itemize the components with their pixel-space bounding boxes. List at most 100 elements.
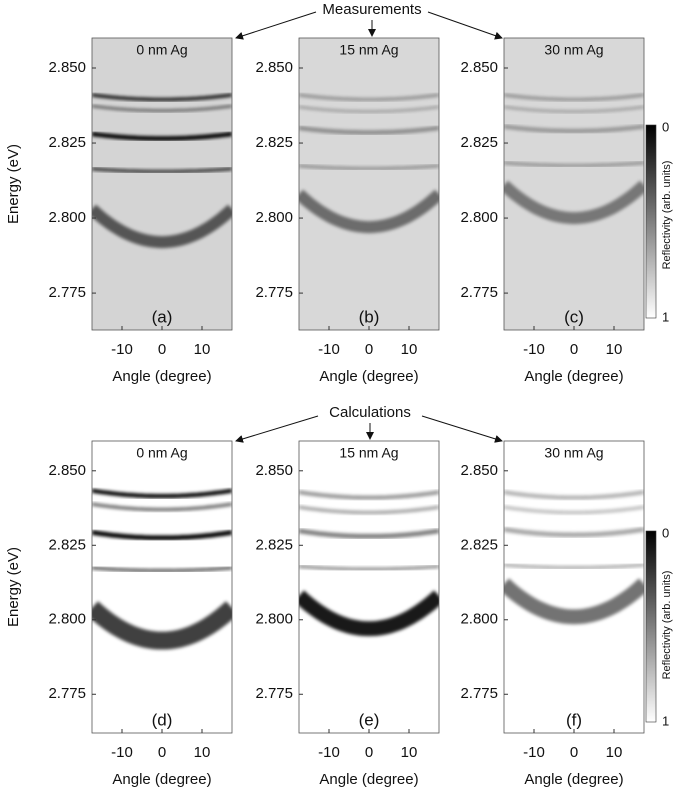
panel-background	[299, 38, 439, 330]
x-tick-label: -10	[523, 744, 545, 761]
y-tick-label: 2.825	[460, 536, 498, 553]
panel: 2.775 2.800 2.825 2.850 -10 0 10 30 nm Ag (c) Ang…	[460, 37, 645, 385]
colorbar: 0 1 Reflectivity (arb. units)	[645, 525, 673, 728]
y-tick-label: 2.800	[255, 611, 293, 628]
y-tick-label: 2.825	[48, 134, 86, 151]
y-tick-label: 2.800	[460, 611, 498, 628]
panel-label: (f)	[566, 710, 582, 729]
panel-title: 30 nm Ag	[544, 42, 603, 58]
colorbar-tick: 1	[662, 309, 669, 324]
arrow	[427, 11, 503, 40]
arrow	[235, 11, 317, 40]
y-tick-label: 2.850	[48, 462, 86, 479]
band	[504, 490, 644, 500]
arrow	[235, 415, 319, 443]
band	[92, 601, 232, 650]
band	[299, 189, 439, 234]
band	[299, 505, 439, 515]
y-tick-label: 2.850	[460, 59, 498, 76]
colorbar-tick: 0	[662, 525, 669, 540]
band	[92, 131, 232, 141]
band	[504, 180, 644, 225]
y-tick-label: 2.850	[48, 59, 86, 76]
x-axis-label: Angle (degree)	[524, 368, 623, 385]
colorbar-gradient	[645, 124, 657, 319]
band	[299, 93, 439, 102]
x-axis-label: Angle (degree)	[319, 771, 418, 788]
y-tick-label: 2.775	[460, 685, 498, 702]
panel-title: 15 nm Ag	[339, 445, 398, 461]
band	[92, 502, 232, 512]
x-tick-label: 0	[158, 341, 166, 358]
band	[504, 578, 644, 625]
heatmap	[504, 93, 644, 225]
panel-title: 30 nm Ag	[544, 445, 603, 461]
x-tick-label: -10	[523, 341, 545, 358]
x-tick-label: 10	[606, 341, 623, 358]
band	[92, 488, 232, 499]
band	[92, 93, 232, 102]
band	[504, 527, 644, 538]
measurements-label: Measurements	[322, 1, 421, 18]
x-tick-label: 10	[606, 744, 623, 761]
x-tick-label: 0	[158, 744, 166, 761]
panel-label: (b)	[359, 307, 380, 326]
x-axis-label: Angle (degree)	[112, 771, 211, 788]
panel-background	[92, 38, 232, 330]
panel-background	[504, 441, 644, 733]
colorbar-tick: 0	[662, 119, 669, 134]
x-tick-label: 0	[365, 341, 373, 358]
panel: 2.775 2.800 2.825 2.850 -10 0 10 15 nm Ag (e) Ang…	[255, 440, 440, 788]
panel-label: (d)	[152, 710, 173, 729]
y-tick-label: 2.775	[255, 685, 293, 702]
x-tick-label: 0	[365, 744, 373, 761]
x-tick-label: 10	[194, 341, 211, 358]
x-tick-label: -10	[318, 744, 340, 761]
band	[92, 566, 232, 573]
colorbar-label: Reflectivity (arb. units)	[661, 161, 673, 270]
band	[92, 104, 232, 113]
y-tick-label: 2.825	[255, 134, 293, 151]
x-tick-label: -10	[111, 341, 133, 358]
band	[299, 564, 439, 571]
y-tick-label: 2.825	[48, 536, 86, 553]
band	[299, 590, 439, 637]
y-tick-label: 2.825	[460, 134, 498, 151]
panel: 2.775 2.800 2.825 2.850 -10 0 10 0 nm Ag (d) Angl…	[5, 440, 233, 788]
panel: 2.775 2.800 2.825 2.850 -10 0 10 0 nm Ag (a) Angl…	[5, 37, 233, 385]
y-tick-label: 2.825	[255, 536, 293, 553]
y-tick-label: 2.850	[255, 462, 293, 479]
band	[504, 93, 644, 102]
x-tick-label: 10	[401, 341, 418, 358]
band	[504, 124, 644, 134]
y-tick-label: 2.800	[48, 209, 86, 226]
panel: 2.775 2.800 2.825 2.850 -10 0 10 15 nm Ag (b) Ang…	[255, 37, 440, 385]
panel-title: 15 nm Ag	[339, 42, 398, 58]
band	[504, 105, 644, 114]
band	[504, 563, 644, 570]
panel-title: 0 nm Ag	[136, 445, 187, 461]
heatmap	[92, 488, 232, 650]
x-axis-label: Angle (degree)	[112, 368, 211, 385]
panel-background	[299, 441, 439, 733]
x-tick-label: 10	[401, 744, 418, 761]
y-axis-label: Energy (eV)	[5, 547, 22, 627]
heatmap	[299, 93, 439, 234]
x-tick-label: -10	[318, 341, 340, 358]
y-tick-label: 2.775	[255, 284, 293, 301]
colorbar-gradient	[645, 530, 657, 723]
y-tick-label: 2.850	[460, 462, 498, 479]
x-axis-label: Angle (degree)	[319, 368, 418, 385]
heatmap	[92, 93, 232, 249]
panel-background	[92, 441, 232, 733]
band	[92, 530, 232, 541]
y-tick-label: 2.775	[48, 685, 86, 702]
colorbar: 0 1 Reflectivity (arb. units)	[645, 119, 673, 324]
panel-label: (a)	[152, 307, 173, 326]
calculations-label: Calculations	[329, 404, 411, 421]
band	[299, 125, 439, 135]
panel-title: 0 nm Ag	[136, 42, 187, 58]
y-tick-label: 2.775	[48, 284, 86, 301]
arrow	[421, 415, 503, 443]
y-tick-label: 2.800	[460, 209, 498, 226]
